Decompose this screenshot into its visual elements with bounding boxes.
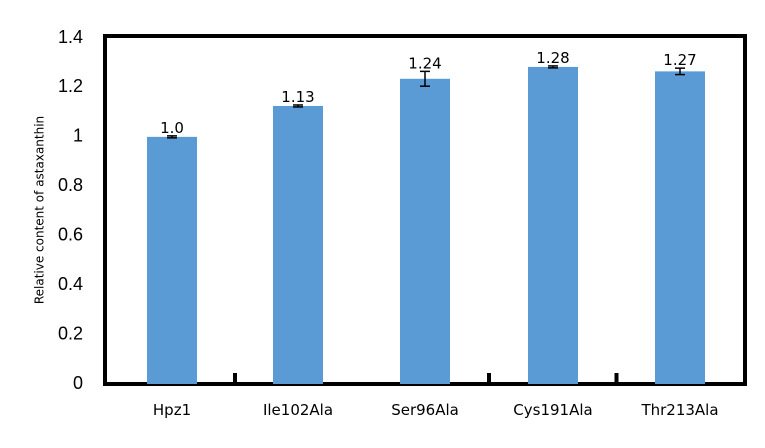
x-tick-label-thr213ala: Thr213Ala (640, 401, 718, 419)
data-label-ile102ala: 1.13 (281, 88, 314, 106)
x-tick-label-hpz1: Hpz1 (153, 401, 191, 419)
y-axis-title: Relative content of astaxanthin (33, 116, 47, 304)
error-bar-hpz1 (167, 135, 177, 139)
y-tick-label: 0.6 (58, 224, 83, 244)
error-bar-ser96ala (420, 70, 430, 87)
data-label-thr213ala: 1.27 (663, 51, 696, 69)
error-bar-cys191ala (548, 65, 558, 69)
bar-thr213ala (655, 71, 705, 384)
bar-hpz1 (147, 136, 197, 384)
bar-cys191ala (528, 66, 578, 384)
data-label-ser96ala: 1.24 (408, 54, 441, 72)
bar-ser96ala (400, 78, 450, 385)
y-tick-label: 1.4 (58, 27, 83, 47)
error-bar-thr213ala (675, 67, 685, 76)
error-bar-ile102ala (293, 104, 303, 108)
data-label-hpz1: 1.0 (160, 119, 184, 137)
bar-ile102ala (273, 105, 323, 384)
y-tick-label: 0.8 (58, 175, 83, 195)
y-tick-label: 0.2 (58, 323, 83, 343)
x-tick-label-ser96ala: Ser96Ala (391, 401, 459, 419)
y-tick-label: 1.2 (58, 76, 83, 96)
data-label-cys191ala: 1.28 (536, 49, 569, 67)
y-tick-label: 0.4 (58, 274, 83, 294)
x-tick-label-ile102ala: Ile102Ala (263, 401, 333, 419)
y-tick-label: 1 (73, 126, 83, 146)
x-tick-label-cys191ala: Cys191Ala (513, 401, 592, 419)
y-tick-label: 0 (73, 373, 83, 393)
